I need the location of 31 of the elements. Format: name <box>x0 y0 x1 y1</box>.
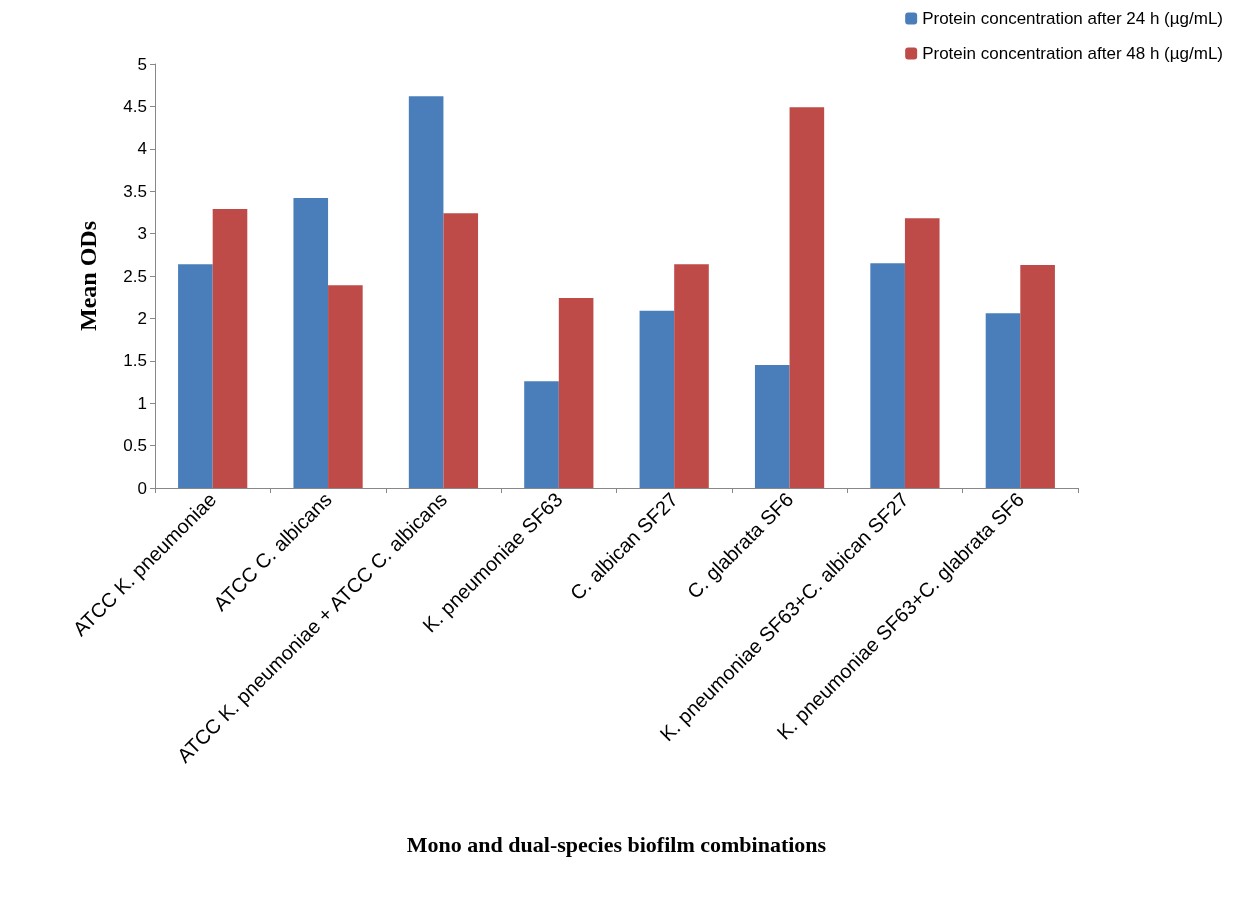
bar <box>904 218 940 488</box>
y-tick-label: 3 <box>137 224 147 244</box>
y-tick-label: 0 <box>137 478 147 498</box>
bar <box>870 263 905 488</box>
bar <box>639 310 675 488</box>
bar <box>328 285 363 488</box>
y-tick-label: 1.5 <box>123 351 147 371</box>
legend-label: Protein concentration after 24 h (µg/mL) <box>922 9 1224 28</box>
bar <box>443 213 479 488</box>
bar <box>524 381 559 488</box>
y-tick-label: 0.5 <box>123 436 147 456</box>
legend-label: Protein concentration after 48 h (µg/mL) <box>922 44 1224 63</box>
bar <box>1020 264 1055 488</box>
x-axis-title: Mono and dual-species biofilm combinations <box>406 831 827 857</box>
y-axis-title: Mean ODs <box>75 221 101 331</box>
bar <box>178 264 213 488</box>
y-tick-label: 3.5 <box>123 181 147 201</box>
bar <box>408 96 444 488</box>
y-tick-label: 2.5 <box>123 266 147 286</box>
y-tick-label: 5 <box>137 54 147 74</box>
y-tick-label: 2 <box>137 308 147 328</box>
bar <box>985 313 1021 488</box>
y-tick-label: 4.5 <box>123 96 147 116</box>
y-tick-label: 4 <box>137 139 147 159</box>
bar <box>293 197 329 488</box>
bar <box>212 209 248 488</box>
bar <box>674 264 709 488</box>
bar <box>558 298 594 488</box>
bar <box>789 107 825 488</box>
y-tick-label: 1 <box>137 393 147 413</box>
bar <box>754 365 790 488</box>
